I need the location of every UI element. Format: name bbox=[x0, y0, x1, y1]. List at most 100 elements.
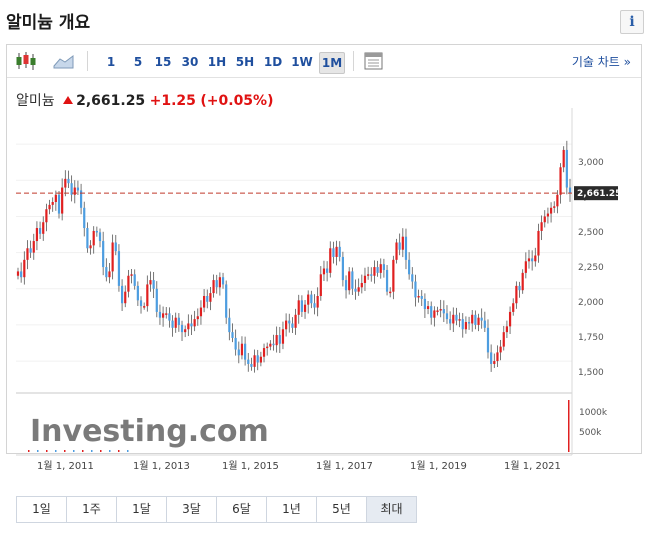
candle bbox=[29, 240, 32, 258]
info-button[interactable]: i bbox=[620, 10, 644, 34]
candle-body bbox=[38, 228, 42, 234]
candle bbox=[373, 260, 376, 284]
timeframe-5h[interactable]: 5H bbox=[235, 55, 255, 69]
candle bbox=[111, 234, 114, 280]
candle-body bbox=[477, 317, 480, 325]
candles bbox=[16, 140, 572, 373]
candle-body bbox=[70, 183, 73, 195]
range-3mo[interactable]: 3달 bbox=[167, 497, 217, 522]
candle-body bbox=[209, 293, 212, 302]
timeframe-1[interactable]: 1 bbox=[106, 55, 116, 69]
candle bbox=[442, 300, 445, 323]
candle bbox=[508, 306, 512, 335]
candle-body bbox=[278, 335, 281, 344]
candle-body bbox=[540, 222, 543, 231]
candle bbox=[45, 203, 48, 232]
candle bbox=[240, 336, 244, 360]
candle bbox=[127, 269, 130, 298]
candle-body bbox=[376, 267, 379, 273]
candle bbox=[73, 180, 76, 204]
volume-bar bbox=[109, 450, 111, 452]
candle bbox=[165, 306, 168, 319]
candle-body bbox=[67, 178, 70, 184]
candle-body bbox=[433, 310, 436, 318]
volume-bar bbox=[46, 450, 48, 452]
range-1mo[interactable]: 1달 bbox=[117, 497, 167, 522]
candle-body bbox=[269, 343, 272, 347]
range-1d[interactable]: 1일 bbox=[17, 497, 67, 522]
candlestick-icon[interactable] bbox=[13, 51, 39, 71]
candle-body bbox=[420, 296, 423, 299]
investing-watermark: Investing.com bbox=[30, 414, 269, 449]
timeframe-30[interactable]: 30 bbox=[181, 55, 199, 69]
range-6mo[interactable]: 6달 bbox=[217, 497, 267, 522]
candle bbox=[322, 260, 326, 281]
candle-body bbox=[240, 343, 244, 356]
candle-body bbox=[158, 311, 162, 318]
candle bbox=[114, 234, 117, 256]
candle bbox=[26, 240, 29, 270]
range-5y[interactable]: 5년 bbox=[317, 497, 367, 522]
candle bbox=[332, 241, 335, 264]
candle-body bbox=[54, 194, 57, 202]
candle bbox=[269, 340, 272, 351]
candle-body bbox=[165, 313, 168, 315]
candle-body bbox=[262, 348, 266, 357]
technical-chart-link[interactable]: 기술 차트 » bbox=[571, 55, 631, 69]
timeframe-1h[interactable]: 1H bbox=[207, 55, 227, 69]
candle bbox=[174, 312, 177, 333]
chart-layout-icon[interactable] bbox=[361, 51, 387, 71]
candle-body bbox=[502, 332, 505, 347]
candle-body bbox=[568, 187, 572, 194]
candle bbox=[272, 334, 275, 351]
candle-body bbox=[231, 332, 234, 338]
candle bbox=[51, 197, 54, 212]
timeframe-5[interactable]: 5 bbox=[133, 55, 143, 69]
timeframe-1m[interactable]: 1M bbox=[319, 52, 345, 74]
candle bbox=[546, 207, 550, 224]
candle bbox=[549, 202, 553, 223]
candle bbox=[471, 310, 474, 332]
volume-bar bbox=[100, 450, 102, 452]
candle-body bbox=[127, 275, 130, 292]
candle bbox=[196, 308, 199, 326]
candle-body bbox=[76, 187, 80, 191]
range-max[interactable]: 최대 bbox=[367, 497, 416, 522]
timeframe-1w[interactable]: 1W bbox=[291, 55, 313, 69]
candle-body bbox=[449, 319, 452, 324]
candle-body bbox=[524, 261, 527, 273]
candle bbox=[253, 349, 256, 373]
candle-body bbox=[111, 242, 114, 272]
range-1w[interactable]: 1주 bbox=[67, 497, 117, 522]
candle-body bbox=[452, 314, 455, 324]
timeframe-15[interactable]: 15 bbox=[154, 55, 172, 69]
volume-tick-label: 1000k bbox=[579, 408, 608, 418]
timeframe-1d[interactable]: 1D bbox=[263, 55, 283, 69]
candle-body bbox=[363, 275, 367, 283]
candle bbox=[531, 250, 534, 271]
candle-body bbox=[152, 280, 155, 289]
candle bbox=[199, 300, 203, 325]
candle-body bbox=[253, 355, 256, 367]
range-1y[interactable]: 1년 bbox=[267, 497, 317, 522]
price-change: +1.25 bbox=[149, 93, 196, 109]
candle bbox=[370, 267, 373, 282]
candle-body bbox=[221, 277, 225, 285]
candle bbox=[143, 302, 146, 310]
candle-body bbox=[29, 248, 32, 253]
candle-body bbox=[486, 327, 490, 353]
candle bbox=[515, 281, 518, 309]
candle bbox=[499, 339, 502, 361]
candle bbox=[67, 170, 70, 188]
candle bbox=[92, 226, 95, 254]
area-chart-icon[interactable] bbox=[51, 51, 77, 71]
candle bbox=[385, 265, 389, 296]
candle-body bbox=[515, 285, 518, 304]
candle-body bbox=[180, 324, 184, 333]
candle bbox=[187, 314, 190, 337]
candle-body bbox=[114, 242, 117, 252]
candle bbox=[344, 275, 348, 299]
candle-body bbox=[565, 149, 568, 188]
candle-body bbox=[98, 232, 102, 242]
